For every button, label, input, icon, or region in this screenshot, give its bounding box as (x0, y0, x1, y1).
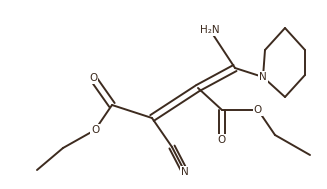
Text: H₂N: H₂N (200, 25, 220, 35)
Text: O: O (91, 125, 99, 135)
Text: O: O (254, 105, 262, 115)
Text: N: N (181, 167, 189, 177)
Text: N: N (259, 72, 267, 82)
Text: O: O (89, 73, 97, 83)
Text: O: O (218, 135, 226, 145)
